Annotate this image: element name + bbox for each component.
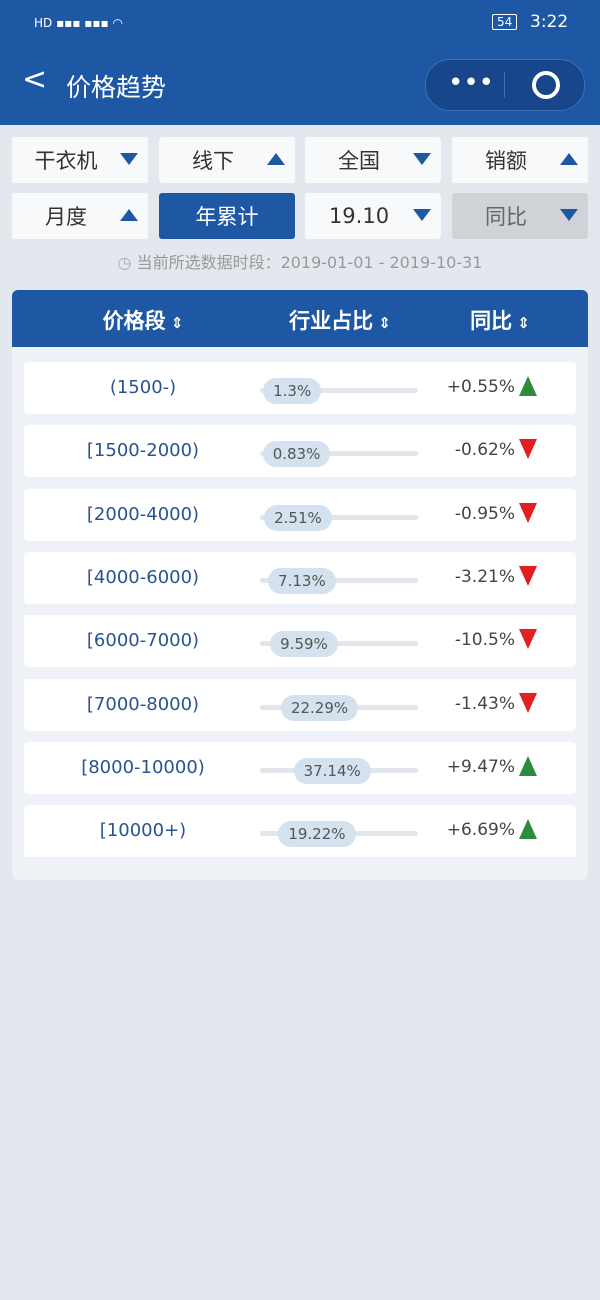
share-track	[260, 514, 418, 520]
column-header[interactable]: 同比 ⇕	[470, 309, 530, 333]
filter-dropdown[interactable]: 年累计	[159, 193, 295, 239]
filter-dropdown[interactable]: 销额	[452, 137, 588, 183]
column-header[interactable]: 行业占比 ⇕	[289, 309, 391, 333]
trend-arrow	[519, 502, 537, 523]
table-header	[12, 290, 588, 347]
filter-dropdown[interactable]: 19.10	[305, 193, 441, 239]
share-track	[260, 388, 418, 393]
battery: 54	[492, 14, 518, 30]
trend-arrow	[519, 376, 537, 396]
trend-arrow	[519, 755, 537, 776]
price-range: [8000-10000)	[81, 756, 205, 778]
trend-arrow	[519, 692, 537, 713]
price-range: (1500-)	[109, 377, 177, 398]
dropdown-arrow	[120, 153, 138, 165]
dropdown-arrow	[560, 153, 578, 165]
yoy-change: -10.5%	[454, 630, 515, 651]
dropdown-arrow	[413, 153, 431, 165]
share-track	[260, 577, 418, 583]
back-button[interactable]: <	[22, 62, 48, 97]
sort-icon: ⇕	[373, 314, 391, 332]
yoy-change: +0.55%	[446, 377, 515, 397]
period: 当前所选数据时段：2019-01-01 - 2019-10-31	[136, 253, 483, 272]
dropdown-arrow	[120, 209, 138, 221]
price-range: [10000+)	[99, 820, 187, 842]
price-range: [1500-2000)	[86, 440, 200, 462]
yoy-change: -3.21%	[454, 566, 515, 587]
status-icons: HD ▪▪▪ ▪▪▪ ◠	[34, 16, 123, 30]
price-range: [4000-6000)	[86, 566, 200, 588]
column-header[interactable]: 价格段 ⇕	[102, 309, 184, 333]
more-button[interactable]: •••	[448, 68, 495, 98]
yoy-change: +6.69%	[446, 820, 515, 841]
share-value: 22.29%	[280, 694, 359, 721]
trend-arrow	[519, 629, 537, 650]
share-value: 37.14%	[293, 757, 371, 784]
dropdown-arrow	[413, 209, 431, 221]
share-value: 0.83%	[262, 441, 331, 468]
close-button[interactable]	[532, 71, 560, 99]
filter-dropdown[interactable]: 干衣机	[12, 137, 148, 183]
filter-dropdown[interactable]: 同比	[452, 193, 588, 239]
yoy-change: -0.95%	[454, 503, 515, 524]
share-value: 7.13%	[268, 567, 336, 594]
trend-arrow	[519, 565, 537, 586]
price-range: [7000-8000)	[86, 693, 200, 715]
yoy-change: -0.62%	[454, 440, 515, 461]
trend-arrow	[519, 819, 537, 840]
divider	[504, 72, 505, 98]
share-value: 19.22%	[278, 821, 356, 848]
yoy-change: -1.43%	[454, 693, 515, 714]
share-track	[260, 451, 418, 457]
menu-capsule[interactable]: •••	[425, 59, 585, 111]
price-range: [2000-4000)	[86, 503, 200, 525]
clock: 3:22	[530, 12, 569, 32]
sort-icon: ⇕	[512, 314, 530, 332]
share-value: 9.59%	[270, 631, 338, 658]
filter-dropdown[interactable]: 月度	[12, 193, 148, 239]
period-text: ◷ 当前所选数据时段：2019-01-01 - 2019-10-31	[117, 253, 483, 272]
yoy-change: +9.47%	[446, 756, 515, 777]
trend-arrow	[519, 439, 537, 460]
dropdown-arrow	[267, 153, 285, 165]
filter-dropdown[interactable]: 全国	[305, 137, 441, 183]
page-title: 价格趋势	[66, 73, 167, 102]
share-track	[260, 641, 418, 647]
dropdown-arrow	[560, 209, 578, 221]
share-value: 2.51%	[264, 504, 332, 531]
share-value: 1.3%	[263, 378, 322, 404]
filter-dropdown[interactable]: 线下	[159, 137, 295, 183]
price-range: [6000-7000)	[86, 630, 200, 652]
sort-icon: ⇕	[165, 314, 184, 332]
